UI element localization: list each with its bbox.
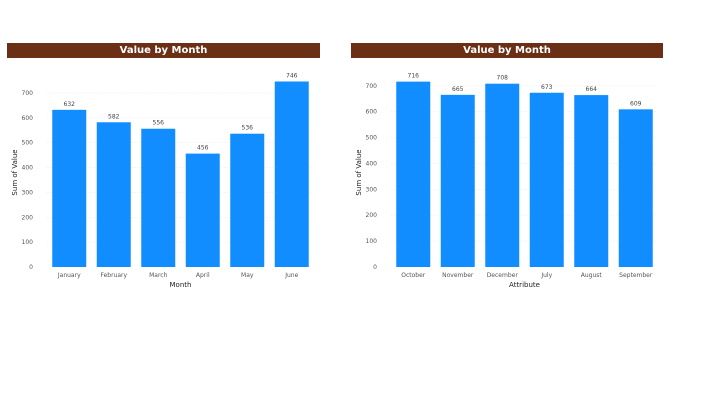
- chart-title-right: Value by Month: [351, 43, 663, 58]
- y-tick-label: 300: [366, 186, 378, 193]
- x-tick-label: October: [401, 272, 426, 279]
- data-label: 665: [452, 86, 464, 93]
- bar-chart-right: 0 100 200 300 400 500 600 700 716 October 665 Novem…: [355, 73, 658, 289]
- x-axis-title-left: Month: [170, 281, 192, 289]
- bar-march[interactable]: [141, 128, 176, 267]
- bar-october[interactable]: [396, 81, 431, 267]
- x-tick-label: June: [284, 272, 298, 279]
- y-tick-label: 300: [22, 189, 34, 196]
- bar-chart-left: 0 100 200 300 400 500 600 700 632 January 582 Febru…: [11, 72, 314, 289]
- x-tick-label: February: [100, 272, 127, 279]
- bar-december[interactable]: [485, 83, 520, 267]
- chart-panel-right: Value by Month 0 100 200 300 400 500 600 700 716…: [351, 43, 663, 293]
- y-tick-label: 0: [373, 264, 377, 271]
- data-label: 746: [286, 72, 298, 79]
- bar-february[interactable]: [96, 122, 131, 267]
- y-axis-title-right: Sum of Value: [355, 149, 363, 195]
- bar-may[interactable]: [230, 133, 265, 267]
- x-tick-label: March: [149, 272, 167, 279]
- x-tick-label: April: [196, 272, 210, 279]
- y-tick-label: 500: [366, 135, 378, 142]
- y-tick-label: 200: [22, 214, 34, 221]
- bar-july[interactable]: [529, 92, 564, 267]
- y-tick-label: 700: [22, 90, 34, 97]
- x-tick-label: July: [540, 272, 552, 279]
- y-tick-label: 600: [22, 115, 34, 122]
- x-tick-label: November: [442, 272, 474, 279]
- y-tick-label: 100: [366, 238, 378, 245]
- data-label: 456: [197, 145, 209, 152]
- data-label: 664: [586, 86, 598, 93]
- data-label: 609: [630, 100, 642, 107]
- bar-january[interactable]: [52, 109, 87, 267]
- x-axis-title-right: Attribute: [509, 281, 540, 289]
- x-tick-label: August: [581, 272, 603, 279]
- y-tick-label: 0: [29, 264, 33, 271]
- y-tick-label: 400: [366, 160, 378, 167]
- bar-september[interactable]: [618, 109, 653, 267]
- y-tick-label: 200: [366, 212, 378, 219]
- bar-april[interactable]: [185, 153, 220, 267]
- data-label: 708: [497, 75, 509, 82]
- data-label: 632: [64, 101, 76, 108]
- data-label: 582: [108, 113, 120, 120]
- x-tick-label: September: [619, 272, 653, 279]
- bar-june[interactable]: [274, 81, 309, 267]
- y-tick-label: 700: [366, 83, 378, 90]
- data-label: 556: [153, 120, 165, 127]
- x-tick-label: January: [57, 272, 81, 279]
- y-tick-label: 400: [22, 165, 34, 172]
- data-label: 716: [408, 73, 420, 80]
- bar-august[interactable]: [574, 95, 609, 267]
- chart-title-left: Value by Month: [7, 43, 320, 58]
- x-tick-label: May: [241, 272, 254, 279]
- y-axis-title-left: Sum of Value: [11, 149, 19, 195]
- y-tick-label: 500: [22, 140, 34, 147]
- data-label: 673: [541, 84, 553, 91]
- data-label: 536: [242, 125, 254, 132]
- x-tick-label: December: [487, 272, 519, 279]
- chart-panel-left: Value by Month 0 100 200 300 400 500 600 700 632…: [7, 43, 320, 293]
- y-tick-label: 100: [22, 239, 34, 246]
- bar-november[interactable]: [440, 94, 475, 267]
- y-tick-label: 600: [366, 109, 378, 116]
